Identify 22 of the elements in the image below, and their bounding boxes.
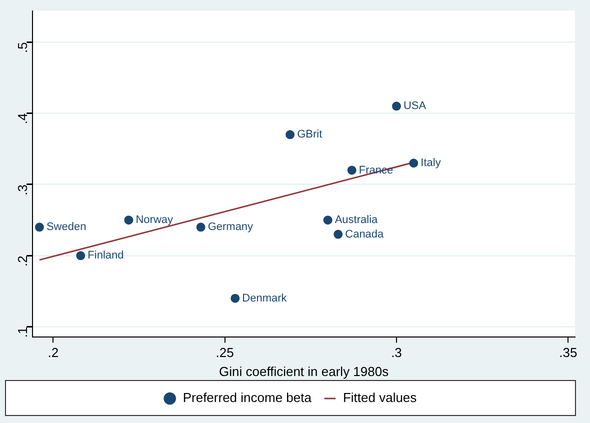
annotation: Denmark (242, 292, 288, 304)
x-axis-title: Gini coefficient in early 1980s (219, 364, 390, 379)
legend-label: Preferred income beta (182, 390, 312, 406)
y-tick-label: .5 (15, 42, 30, 53)
annotation: Norway (136, 214, 174, 226)
x-tick-label: .3 (391, 345, 402, 360)
y-tick-label: .2 (15, 256, 30, 266)
annotation: Italy (420, 157, 442, 170)
y-tick-label: .4 (15, 113, 30, 124)
annotation: Canada (345, 228, 385, 240)
annotation: USA (403, 100, 427, 112)
y-tick-label: .3 (15, 184, 30, 196)
legend-label: Fitted values (342, 390, 418, 406)
y-tick-label: .1 (15, 326, 30, 338)
x-tick-label: .2 (48, 345, 59, 360)
x-tick-label: .35 (559, 345, 578, 360)
annotation: Finland (88, 250, 124, 262)
annotation: Sweden (46, 221, 86, 234)
annotation: Germany (208, 221, 254, 234)
annotation: Australia (334, 214, 379, 226)
annotation: GBrit (297, 128, 322, 141)
x-tick-label: .25 (216, 345, 234, 360)
